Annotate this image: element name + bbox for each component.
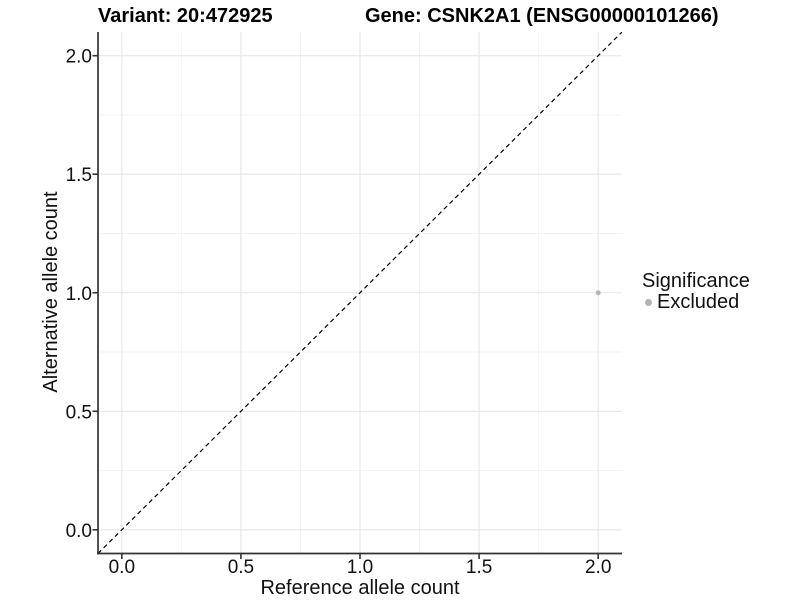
- x-tick-label: 1.5: [466, 557, 492, 578]
- legend-title: Significance: [642, 270, 750, 292]
- y-tick-label: 2.0: [66, 47, 92, 68]
- legend-entry-label: Excluded: [657, 291, 740, 313]
- y-tick-label: 0.0: [66, 521, 92, 542]
- x-tick-label: 0.5: [228, 557, 254, 578]
- identity-reference-line: [98, 32, 622, 554]
- plot-title-variant: Variant: 20:472925: [98, 5, 273, 27]
- y-tick-label: 0.5: [66, 402, 92, 423]
- x-tick-label: 0.0: [109, 557, 135, 578]
- y-axis-title: Alternative allele count: [40, 191, 62, 393]
- legend-entry-excluded: Excluded: [642, 292, 750, 312]
- plot-title-gene: Gene: CSNK2A1 (ENSG00000101266): [365, 5, 719, 27]
- x-tick-label: 1.0: [347, 557, 373, 578]
- legend-point-icon: [645, 298, 652, 306]
- x-tick-label: 2.0: [585, 557, 611, 578]
- x-axis-title: Reference allele count: [260, 577, 460, 599]
- y-tick-label: 1.5: [66, 165, 92, 186]
- y-tick-label: 1.0: [66, 284, 92, 305]
- legend: Significance Excluded: [642, 270, 750, 312]
- data-point: [595, 290, 601, 296]
